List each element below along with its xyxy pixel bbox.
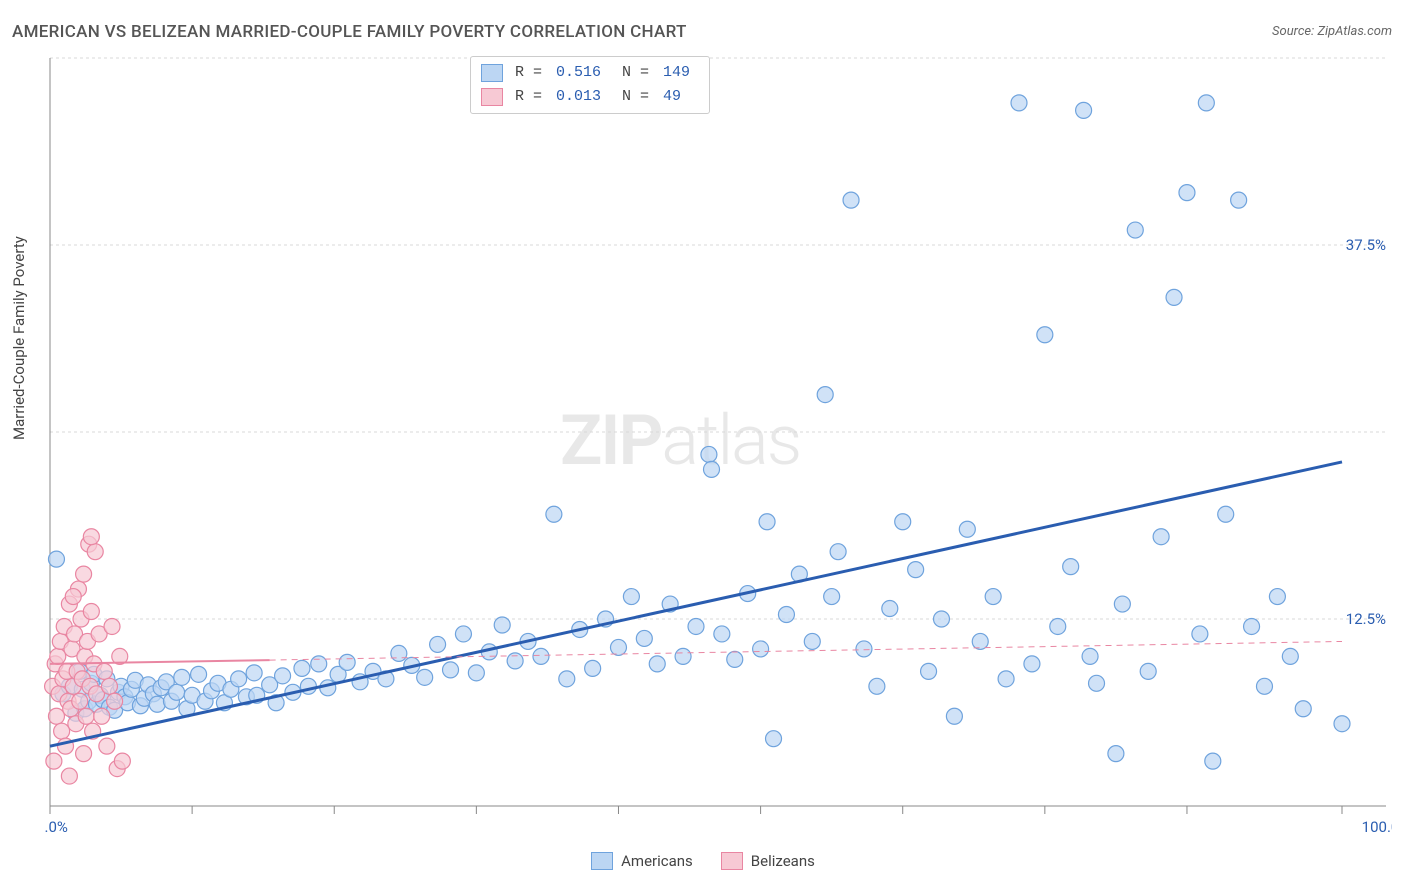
legend-n-value: 49	[663, 85, 699, 109]
svg-text:0.0%: 0.0%	[44, 818, 68, 836]
series-legend-label: Americans	[621, 852, 693, 870]
svg-text:12.5%: 12.5%	[1346, 610, 1386, 628]
svg-text:100.0%: 100.0%	[1362, 818, 1392, 836]
correlation-legend: R = 0.516 N = 149 R = 0.013 N = 49	[470, 56, 710, 114]
legend-swatch	[721, 852, 743, 870]
legend-swatch	[591, 852, 613, 870]
series-legend-label: Belizeans	[751, 852, 815, 870]
source-attribution: Source: ZipAtlas.com	[1272, 24, 1392, 39]
legend-swatch	[481, 64, 503, 82]
series-legend: Americans Belizeans	[0, 852, 1406, 870]
legend-row: R = 0.516 N = 149	[481, 61, 699, 85]
y-axis-label: Married-Couple Family Poverty	[10, 236, 28, 440]
legend-r-value: 0.013	[556, 85, 604, 109]
series-legend-item: Americans	[591, 852, 693, 870]
legend-swatch	[481, 88, 503, 106]
legend-r-label: R =	[515, 85, 542, 109]
svg-text:37.5%: 37.5%	[1346, 236, 1386, 254]
legend-r-label: R =	[515, 61, 542, 85]
series-legend-item: Belizeans	[721, 852, 815, 870]
legend-n-value: 149	[663, 61, 699, 85]
scatter-chart: 12.5% 37.5% 0.0% 100.0%	[44, 48, 1392, 838]
chart-container: AMERICAN VS BELIZEAN MARRIED-COUPLE FAMI…	[0, 0, 1406, 892]
source-value: ZipAtlas.com	[1317, 24, 1392, 39]
legend-row: R = 0.013 N = 49	[481, 85, 699, 109]
legend-n-label: N =	[622, 85, 649, 109]
legend-r-value: 0.516	[556, 61, 604, 85]
source-label: Source:	[1272, 24, 1314, 39]
legend-n-label: N =	[622, 61, 649, 85]
chart-title: AMERICAN VS BELIZEAN MARRIED-COUPLE FAMI…	[12, 22, 687, 42]
